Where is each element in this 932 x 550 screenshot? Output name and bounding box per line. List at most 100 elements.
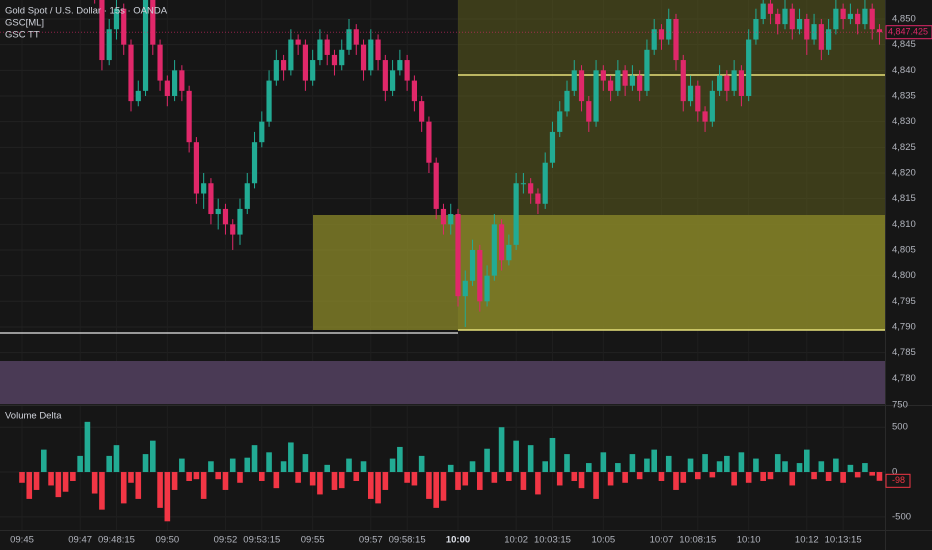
candle-body [651, 29, 657, 50]
x-tick-label: 09:55 [301, 535, 325, 546]
candle-body [513, 183, 519, 245]
candle-body [520, 183, 526, 185]
volume-bar [222, 472, 229, 490]
candle-body [324, 39, 330, 55]
volume-bar [622, 472, 628, 483]
candle-body [724, 75, 730, 91]
volume-bar [854, 472, 861, 478]
volume-bar [389, 458, 396, 473]
price-tag-label: 4,847.425 [888, 27, 928, 37]
candle-body [317, 39, 323, 61]
candle-body [331, 54, 338, 66]
candle-body [528, 183, 534, 194]
volume-bar [244, 457, 251, 473]
chart-title: Gold Spot / U.S. Dollar · 15s · OANDA [5, 6, 168, 17]
y-tick-label: 4,850 [892, 14, 916, 25]
volume-bar [404, 472, 410, 483]
volume-bar [840, 472, 846, 483]
volume-bar [600, 452, 607, 473]
y-tick-label: 4,835 [892, 91, 916, 102]
volume-bar [615, 463, 621, 473]
candle-body [411, 80, 417, 102]
candle-body [201, 183, 207, 194]
candle-body [862, 8, 868, 25]
volume-bar [665, 455, 672, 473]
volume-bar [607, 472, 614, 486]
candle-body [375, 39, 381, 61]
candle-body [557, 111, 563, 132]
volume-bar [738, 452, 745, 473]
volume-bar [259, 472, 265, 481]
volume-bar [767, 472, 774, 480]
candle-body [760, 3, 766, 19]
candle-body [302, 44, 308, 81]
volume-bar [426, 472, 432, 499]
volume-bar [455, 472, 461, 490]
candle-body [244, 183, 250, 209]
volume-bar [702, 454, 708, 473]
volume-bar [120, 472, 127, 504]
volume-bar [375, 472, 381, 504]
volume-bar [833, 458, 839, 473]
candle-body [477, 249, 483, 302]
volume-bar [208, 461, 214, 473]
candle-body [208, 183, 214, 215]
candle-body [339, 49, 345, 66]
volume-bar [360, 461, 367, 473]
candle-body [506, 244, 512, 261]
candle-body [193, 142, 199, 194]
volume-bar [113, 445, 120, 473]
volume-bar [70, 472, 76, 481]
volume-bar [636, 472, 643, 480]
candle-body [767, 3, 774, 14]
volume-bar [520, 472, 527, 490]
volume-bar [33, 472, 40, 490]
volume-bar [651, 449, 657, 473]
candle-body [172, 70, 178, 96]
candle-body [113, 8, 120, 30]
volume-bar [724, 455, 730, 473]
candle-body [833, 8, 839, 30]
volume-bar [99, 472, 105, 510]
candle-body [222, 208, 229, 225]
candle-body [637, 75, 643, 91]
x-tick-label: 10:10 [737, 535, 761, 546]
volume-bar [796, 463, 803, 473]
volume-bar [586, 463, 592, 473]
candle-body [702, 111, 708, 122]
volume-bar [41, 449, 47, 473]
volume-bar [215, 472, 221, 480]
volume-bar [745, 472, 752, 483]
volume-bar [673, 472, 679, 490]
candle-body [273, 60, 279, 81]
candle-body [593, 70, 599, 122]
candle-body [310, 60, 316, 81]
volume-bar [338, 472, 345, 489]
candle-body [840, 8, 846, 19]
candle-body [811, 24, 817, 40]
volume-bar [19, 472, 25, 483]
volume-bar [644, 458, 650, 473]
candle-body [564, 90, 570, 112]
y-tick-label: 4,825 [892, 142, 916, 153]
candle-body [368, 39, 374, 71]
volume-bar [629, 454, 636, 473]
y-tick-label: 4,785 [892, 347, 916, 358]
candle-body [360, 44, 367, 71]
volume-bar [26, 472, 33, 499]
volume-bar [251, 445, 258, 473]
volume-bar [484, 448, 490, 473]
volume-bar [237, 472, 243, 483]
volume-bar [447, 464, 454, 473]
candle-body [876, 29, 883, 33]
candle-body [818, 24, 824, 50]
volume-bar [309, 472, 316, 486]
x-tick-label: 10:02 [504, 535, 528, 546]
candle-body [251, 142, 258, 184]
y-tick-label: 4,790 [892, 321, 916, 332]
price-tag [885, 25, 932, 40]
candle-body [186, 90, 192, 143]
candle-body [491, 224, 497, 276]
volume-bar [695, 472, 701, 480]
volume-bar [818, 461, 825, 473]
